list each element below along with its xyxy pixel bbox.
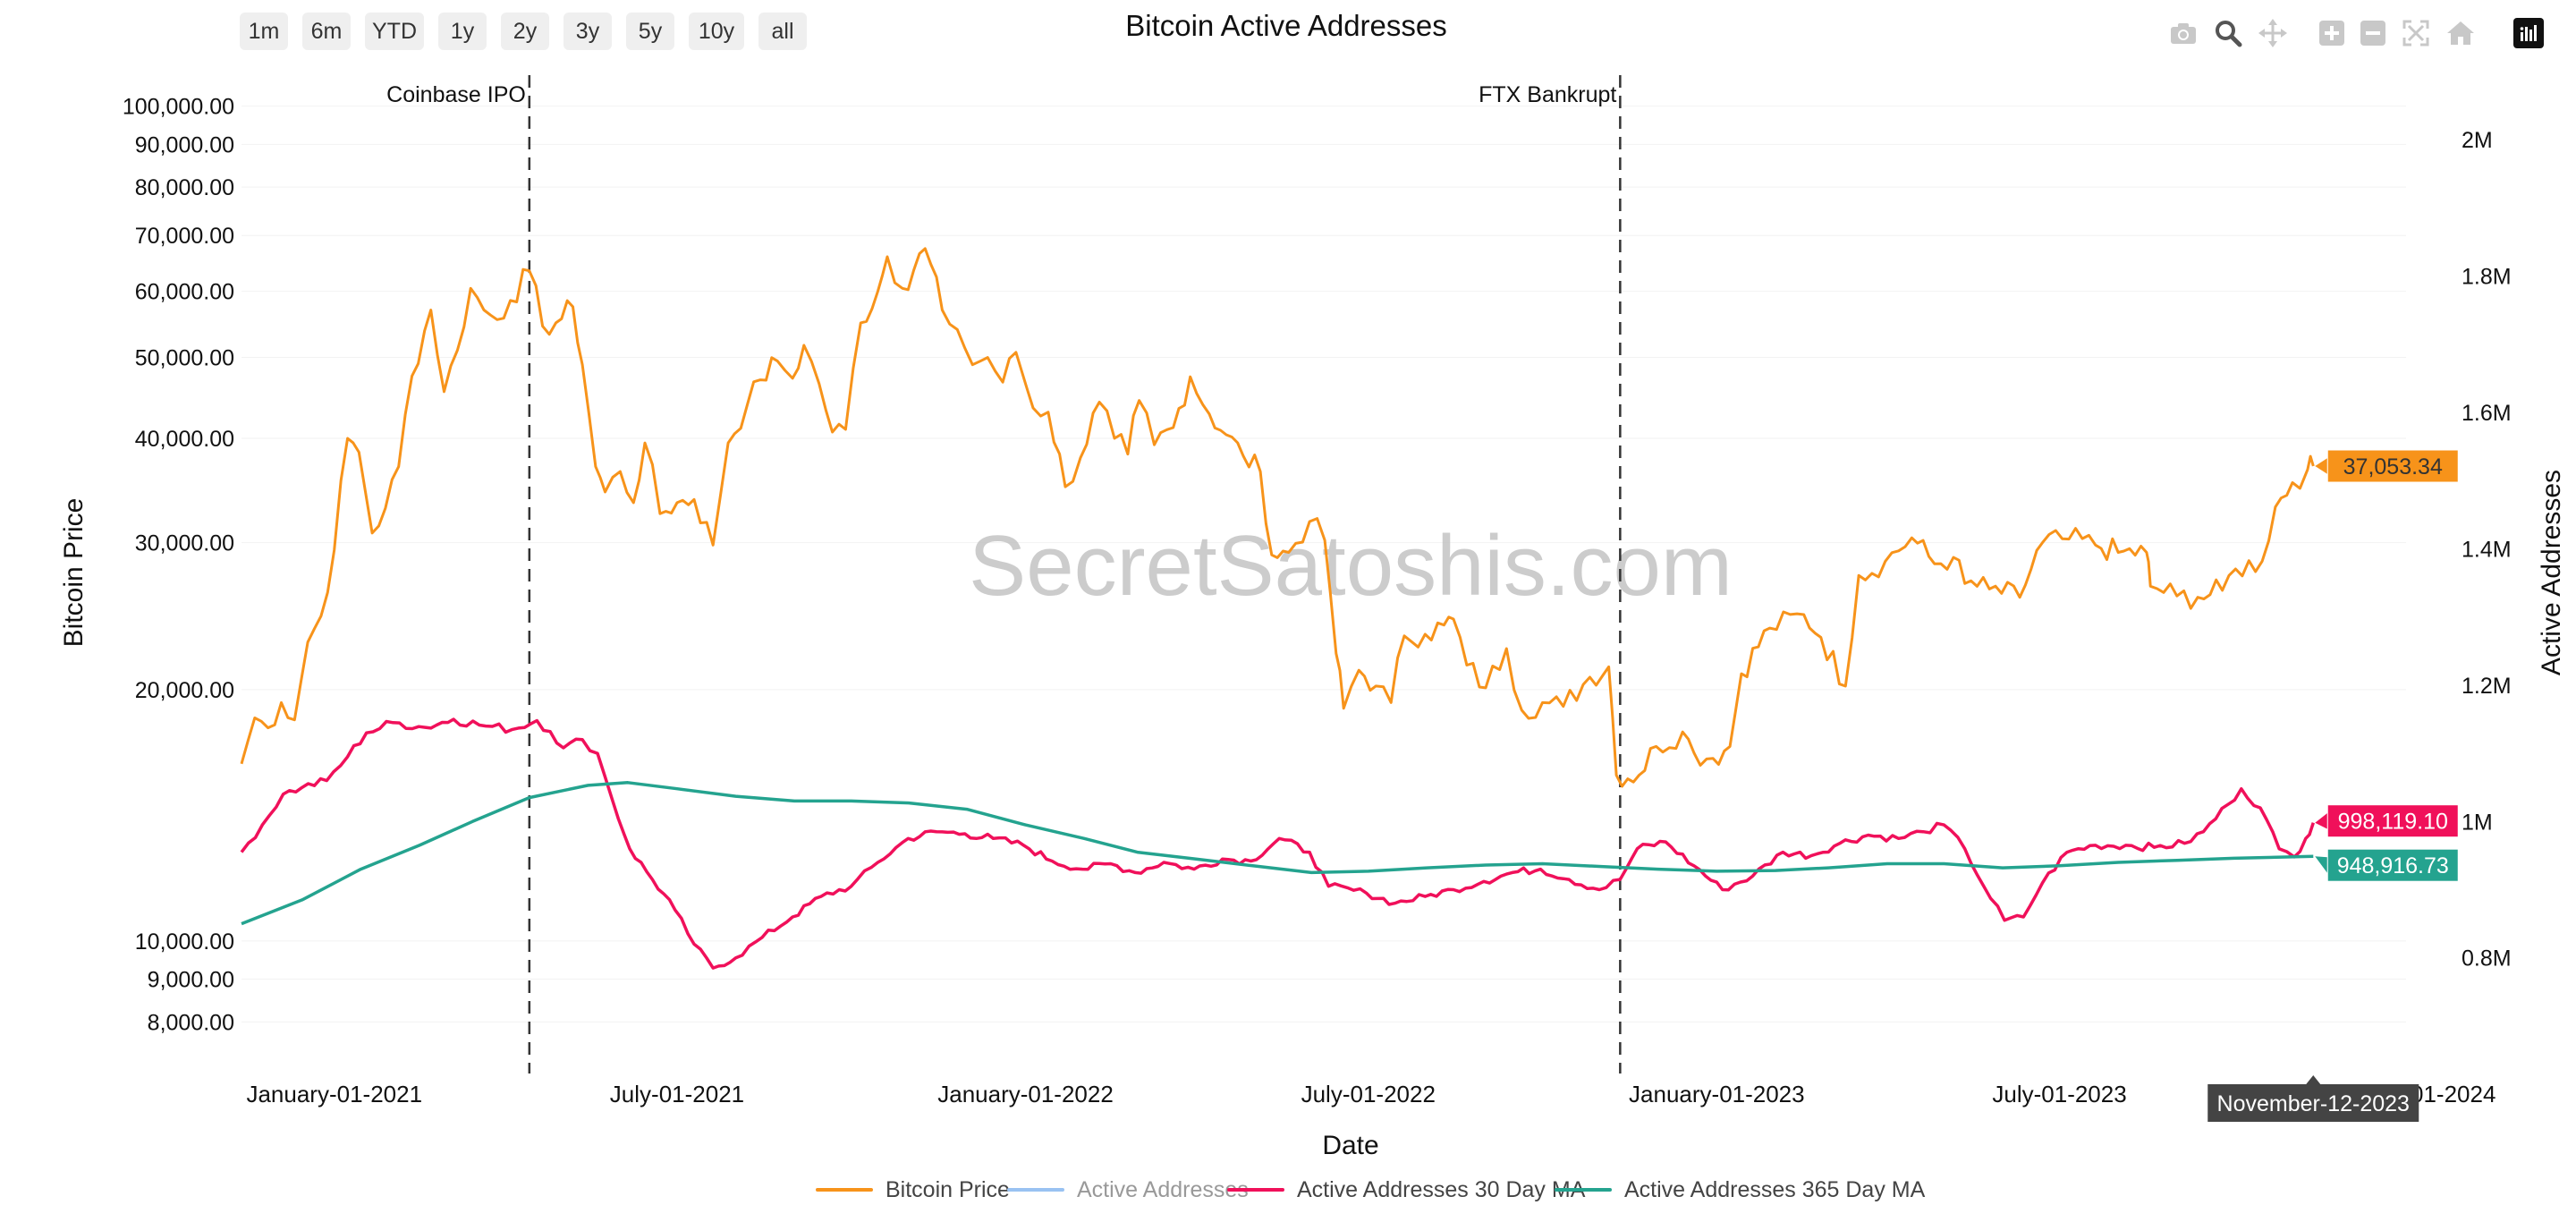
- legend-label: Bitcoin Price: [886, 1176, 1010, 1202]
- grid-layer: [242, 106, 2406, 1023]
- legend-item-active-addresses-365-day-ma[interactable]: Active Addresses 365 Day MA: [1555, 1175, 1925, 1205]
- y-right-tick-label: 1M: [2462, 810, 2493, 835]
- series-line: [240, 247, 2315, 788]
- hover-label: November-12-2023: [2207, 1075, 2419, 1122]
- series-line: [241, 781, 2314, 926]
- hover-pointer: [2306, 1075, 2321, 1084]
- chart-title: Bitcoin Active Addresses: [1125, 9, 1447, 42]
- x-tick-label: January-01-2023: [1629, 1081, 1805, 1107]
- y-left-tick-label: 20,000.00: [135, 678, 234, 703]
- hover-box: [2207, 1084, 2419, 1122]
- zoom-icon[interactable]: [2213, 18, 2243, 48]
- legend-swatch: [1227, 1188, 1284, 1192]
- end-label-box: [2326, 804, 2459, 838]
- event-annotation-label: FTX Bankrupt: [1479, 82, 1616, 107]
- range-button-1m[interactable]: 1m: [240, 13, 288, 50]
- camera-icon[interactable]: [2168, 18, 2199, 48]
- legend-item-active-addresses[interactable]: Active Addresses: [1007, 1175, 1249, 1205]
- y-left-tick-label: 9,000.00: [148, 968, 234, 993]
- legend-label: Active Addresses 365 Day MA: [1624, 1176, 1926, 1202]
- x-axis-title: Date: [1322, 1131, 1378, 1160]
- legend-item-active-addresses-30-day-ma[interactable]: Active Addresses 30 Day MA: [1227, 1175, 1585, 1205]
- end-label-value: 37,053.34: [2343, 454, 2443, 479]
- event-lines: Coinbase IPO FTX Bankrupt: [386, 75, 1622, 1073]
- range-button-ytd[interactable]: YTD: [365, 13, 424, 50]
- reset-axes-icon[interactable]: [2445, 18, 2476, 48]
- range-button-10y[interactable]: 10y: [689, 13, 744, 50]
- legend-swatch: [1555, 1188, 1612, 1192]
- end-label-value: 998,119.10: [2338, 810, 2448, 835]
- y-left-tick-label: 70,000.00: [135, 224, 234, 249]
- y-left-tick-label: 40,000.00: [135, 427, 234, 452]
- y-left-tick-label: 80,000.00: [135, 175, 234, 200]
- legend-label: Active Addresses 30 Day MA: [1297, 1176, 1586, 1202]
- legend-swatch: [1007, 1188, 1064, 1192]
- end-label-pointer: [2315, 856, 2328, 874]
- x-tick-label: July-01-2023: [1992, 1081, 2126, 1107]
- y-left-tick-label: 10,000.00: [135, 929, 234, 955]
- event-annotation-label: Coinbase IPO: [386, 82, 526, 107]
- hover-date: November-12-2023: [2217, 1091, 2410, 1116]
- y-right-tick-label: 1.4M: [2462, 537, 2512, 562]
- zoom-in-icon[interactable]: [2317, 18, 2347, 48]
- end-label-box: [2326, 848, 2459, 882]
- y-left-axis: 100,000.00 90,000.00 80,000.00 70,000.00 60,…: [123, 95, 234, 1036]
- x-tick-label: January-01-2022: [937, 1081, 1114, 1107]
- legend-label: Active Addresses: [1077, 1176, 1249, 1202]
- x-tick-label: July-01-2022: [1301, 1081, 1436, 1107]
- watermark: SecretSatoshis.com: [969, 518, 1733, 614]
- range-button-5y[interactable]: 5y: [626, 13, 674, 50]
- y-right-tick-label: 1.8M: [2462, 265, 2512, 290]
- end-labels: 37,053.34 998,119.10 948,916.73: [2315, 449, 2459, 882]
- y-right-tick-label: 0.8M: [2462, 946, 2512, 972]
- y-left-tick-label: 30,000.00: [135, 531, 234, 556]
- legend-item-bitcoin-price[interactable]: Bitcoin Price: [816, 1175, 1010, 1205]
- y-right-axis: 2M 1.8M 1.6M 1.4M 1.2M 1M 0.8M: [2462, 128, 2512, 971]
- zoom-out-icon[interactable]: [2358, 18, 2388, 48]
- y-left-tick-label: 8,000.00: [148, 1010, 234, 1035]
- y-left-tick-label: 90,000.00: [135, 132, 234, 157]
- range-button-all[interactable]: all: [758, 13, 807, 50]
- y-left-tick-label: 50,000.00: [135, 346, 234, 371]
- y-right-tick-label: 1.6M: [2462, 401, 2512, 426]
- y-left-axis-title: Bitcoin Price: [59, 498, 89, 648]
- y-left-tick-label: 60,000.00: [135, 280, 234, 305]
- range-button-3y[interactable]: 3y: [564, 13, 612, 50]
- range-button-2y[interactable]: 2y: [501, 13, 549, 50]
- range-button-6m[interactable]: 6m: [302, 13, 351, 50]
- pan-icon[interactable]: [2258, 18, 2288, 48]
- y-right-tick-label: 2M: [2462, 128, 2493, 153]
- legend-swatch: [816, 1188, 873, 1192]
- end-label-value: 948,916.73: [2337, 853, 2449, 878]
- x-tick-label: July-01-2021: [610, 1081, 744, 1107]
- autoscale-icon[interactable]: [2401, 18, 2431, 48]
- x-axis: January-01-2021 July-01-2021 January-01-20…: [246, 1081, 2496, 1107]
- series-layer: [240, 247, 2315, 970]
- series-line: [240, 717, 2315, 970]
- y-right-axis-title: Active Addresses: [2537, 470, 2566, 675]
- y-right-tick-label: 1.2M: [2462, 674, 2512, 699]
- x-tick-label: January-01-2021: [246, 1081, 422, 1107]
- end-label-pointer: [2315, 812, 2328, 829]
- end-label-box: [2326, 449, 2459, 483]
- end-label-pointer: [2315, 458, 2328, 475]
- plotly-logo-icon[interactable]: [2513, 18, 2544, 48]
- range-button-1y[interactable]: 1y: [438, 13, 487, 50]
- y-left-tick-label: 100,000.00: [123, 95, 234, 120]
